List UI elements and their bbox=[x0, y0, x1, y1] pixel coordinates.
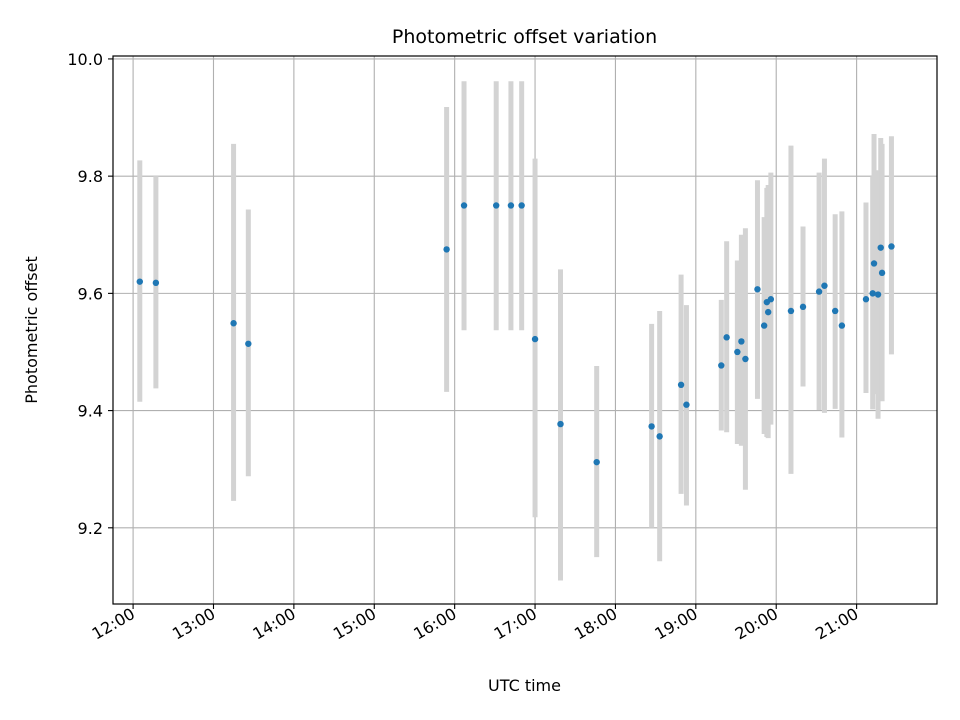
data-point bbox=[443, 246, 450, 253]
data-point bbox=[507, 202, 515, 209]
data-point bbox=[874, 291, 882, 298]
data-point bbox=[738, 338, 745, 345]
y-tick-label: 9.6 bbox=[78, 284, 103, 303]
data-point bbox=[152, 279, 160, 287]
data-point bbox=[230, 320, 237, 327]
data-point bbox=[136, 278, 143, 285]
data-point bbox=[460, 202, 468, 209]
data-point bbox=[593, 458, 600, 466]
data-point bbox=[723, 334, 730, 341]
data-point bbox=[787, 307, 795, 315]
point-layer bbox=[136, 202, 895, 466]
data-point bbox=[718, 362, 725, 369]
data-point bbox=[767, 296, 775, 303]
data-point bbox=[799, 303, 807, 311]
data-point bbox=[492, 202, 500, 209]
data-point bbox=[877, 244, 884, 251]
y-tick-label: 9.8 bbox=[78, 167, 103, 186]
data-point bbox=[888, 243, 895, 250]
data-point bbox=[760, 322, 768, 329]
data-point bbox=[518, 202, 525, 209]
data-point bbox=[754, 286, 761, 293]
y-tick-label: 9.4 bbox=[78, 402, 103, 421]
data-point bbox=[764, 308, 772, 316]
data-point bbox=[869, 290, 876, 297]
data-point bbox=[531, 335, 539, 343]
data-point bbox=[656, 433, 663, 440]
data-point bbox=[862, 296, 870, 303]
data-point bbox=[648, 423, 655, 430]
data-point bbox=[677, 381, 685, 388]
data-point bbox=[683, 401, 690, 408]
plot-frame bbox=[112, 55, 938, 605]
data-point bbox=[815, 288, 823, 295]
data-point bbox=[870, 260, 878, 267]
data-point bbox=[878, 269, 886, 277]
data-point bbox=[821, 282, 828, 289]
y-axis-label: Photometric offset bbox=[22, 256, 41, 404]
data-point bbox=[245, 340, 252, 347]
data-point bbox=[831, 307, 839, 315]
data-point bbox=[838, 322, 846, 329]
data-point bbox=[557, 420, 564, 428]
data-point bbox=[734, 348, 741, 356]
y-tick-label: 10.0 bbox=[67, 50, 103, 69]
x-axis-label: UTC time bbox=[488, 676, 561, 695]
y-tick-label: 9.2 bbox=[78, 519, 103, 538]
chart-title: Photometric offset variation bbox=[392, 26, 657, 48]
data-point bbox=[742, 355, 749, 363]
